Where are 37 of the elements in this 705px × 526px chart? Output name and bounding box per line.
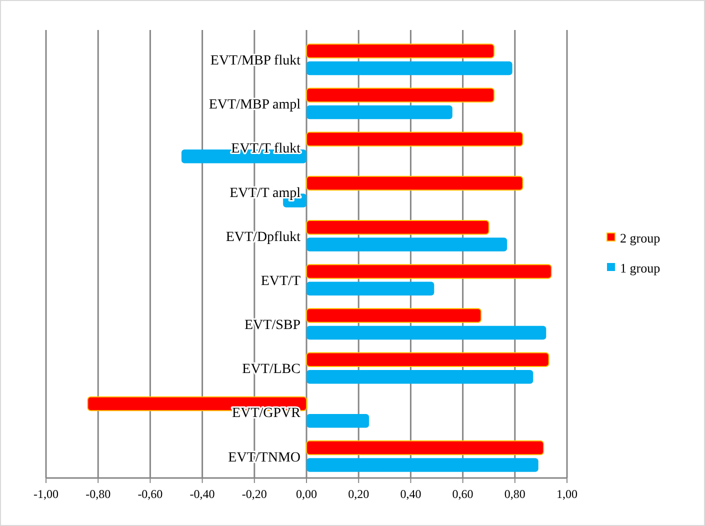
y-tick-label: EVT/MBP ampl [208, 98, 301, 113]
legend-label: 2 group [620, 230, 660, 246]
bar [306, 352, 550, 367]
y-tick-label: EVT/Dpflukt [226, 230, 301, 245]
x-tick-label: -1,00 [34, 487, 58, 501]
x-tick-label: -0,40 [190, 487, 215, 501]
bar [306, 326, 546, 340]
x-tick-label: 0,00 [296, 487, 317, 501]
x-tick-label: 0,40 [400, 487, 422, 501]
bar [306, 88, 495, 102]
x-tick-label: 0,80 [504, 487, 526, 501]
bar [306, 264, 552, 279]
x-tick-label: -0,20 [242, 487, 267, 501]
y-tick-label: EVT/TNMO [228, 450, 300, 466]
bar [306, 132, 524, 147]
y-tick-label: EVT/T [260, 274, 301, 289]
y-tick-label: EVT/MBP flukt [210, 54, 301, 69]
bar [306, 44, 495, 58]
legend-label: 1 group [620, 260, 660, 276]
bar [306, 282, 434, 296]
bar [306, 220, 490, 235]
x-tick-label: 0,60 [452, 487, 474, 501]
bar [306, 414, 370, 428]
bar [306, 308, 482, 323]
bar [306, 176, 524, 191]
bar [306, 61, 512, 76]
y-tick-label: EVT/LBC [242, 362, 300, 378]
x-tick-label: 0,20 [348, 487, 370, 501]
bar [306, 440, 544, 456]
x-tick-label: 1,00 [556, 487, 578, 501]
bar [306, 238, 508, 252]
bar [306, 458, 538, 472]
y-tick-label: EVT/SBP [244, 318, 301, 334]
bar [306, 370, 534, 384]
x-tick-label: -0,80 [86, 487, 111, 501]
x-tick-label: -0,60 [138, 487, 163, 501]
bar [306, 105, 452, 120]
